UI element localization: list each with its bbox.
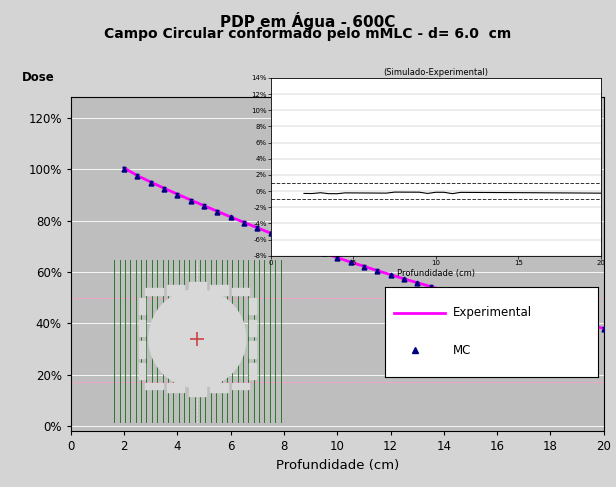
Bar [139,363,145,379]
Bar [249,363,256,379]
Bar [139,298,145,314]
Text: PDP em Água - 600C: PDP em Água - 600C [221,12,395,30]
Text: Experimental: Experimental [453,306,532,319]
Bar [232,383,249,389]
Ellipse shape [149,290,246,388]
Text: Dose: Dose [22,71,54,84]
Title: (Simulado-Experimental): (Simulado-Experimental) [383,68,488,77]
Bar [188,383,206,395]
Text: Campo Circular conformado pelo mMLC - d= 6.0  cm: Campo Circular conformado pelo mMLC - d=… [104,27,512,41]
Bar [188,281,206,295]
Bar [139,319,145,336]
Bar [167,383,184,393]
Text: MC: MC [453,344,471,357]
Bar [145,288,163,295]
Bar [249,341,256,357]
Bar [249,298,256,314]
Bar [232,288,249,295]
Bar [167,285,184,295]
Bar [249,319,256,336]
X-axis label: Profundidade (cm): Profundidade (cm) [275,459,399,471]
Bar [145,383,163,389]
Bar [139,341,145,357]
X-axis label: Profundidade (cm): Profundidade (cm) [397,269,475,278]
Bar [211,383,228,393]
Bar [211,285,228,295]
